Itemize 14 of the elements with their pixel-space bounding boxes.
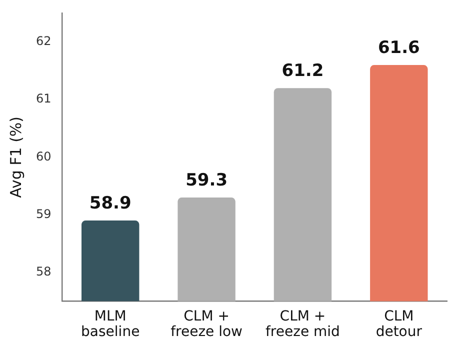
x-tick-label: CLM + freeze low [170,308,243,340]
x-tick-label: MLM baseline [81,308,140,340]
y-axis-title: Avg F1 (%) [6,116,25,198]
data-label: 61.2 [282,61,324,81]
x-tick-label: CLM detour [376,308,422,340]
y-tick-label: 58 [36,264,52,279]
y-tick-label: 60 [36,149,52,164]
data-label: 58.9 [89,193,132,214]
x-tick-label: CLM + freeze mid [266,308,340,340]
y-tick-label: 62 [36,34,52,48]
y-tick-label: 61 [36,92,52,106]
data-label: 59.3 [186,170,228,190]
data-label: 61.6 [378,38,420,58]
y-tick-label: 59 [36,206,52,221]
